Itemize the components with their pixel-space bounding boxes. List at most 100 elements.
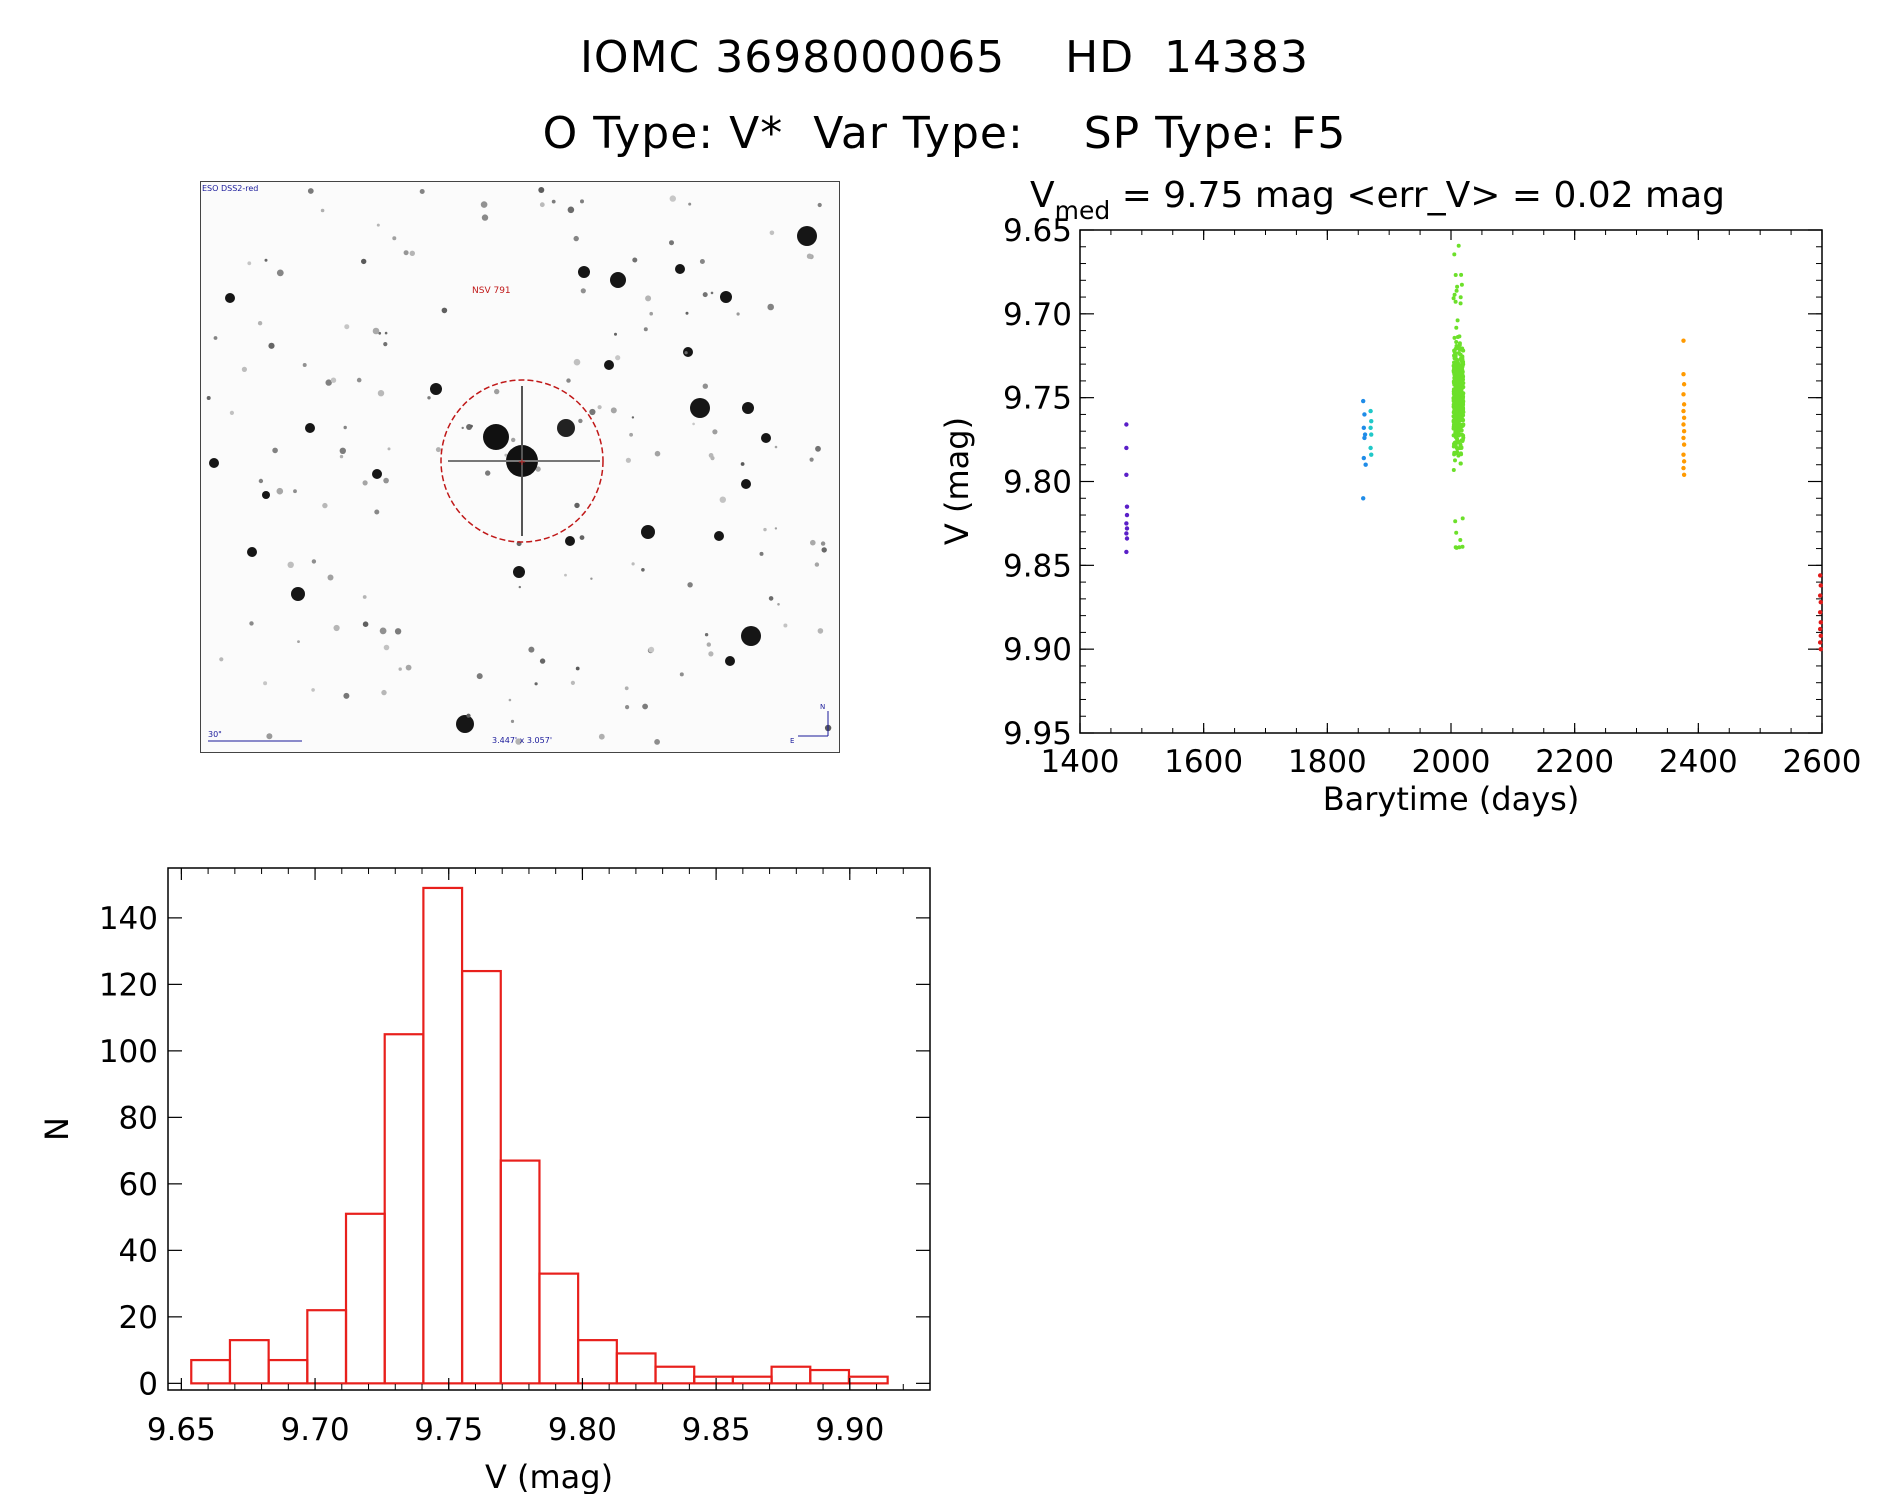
data-point [1124,472,1129,477]
star [378,331,382,335]
star [692,422,695,426]
star [476,673,483,680]
star [645,295,652,302]
data-point [1362,432,1368,437]
data-point [1454,340,1459,344]
star [249,621,254,626]
data-point [1457,383,1462,388]
x-tick-label: 2000 [1412,744,1491,780]
data-point [1368,445,1373,451]
sky-image-frame [200,181,840,753]
star [535,466,541,472]
data-point [1362,412,1367,417]
sky-image-panel: + ESO DSS2-red NSV 791 30" 3.447' x 3.05… [200,181,840,753]
data-point [1369,452,1374,457]
data-point [1681,435,1686,441]
star [699,259,705,264]
data-point [1459,282,1464,287]
star [814,562,820,567]
data-point [1453,519,1458,524]
data-point [1124,549,1129,555]
data-point [1454,288,1459,293]
lightcurve-points [1124,243,1823,652]
star [710,456,715,461]
histogram-bar [654,1365,696,1385]
data-point [1681,392,1686,397]
star [435,447,441,453]
star [480,201,488,208]
data-point [1124,445,1129,451]
data-point [1818,583,1823,588]
star [419,189,425,194]
histogram-bar [460,969,502,1385]
fov-label: 3.447' x 3.057' [492,736,552,745]
star [579,535,585,540]
star [669,195,676,202]
star [610,407,617,414]
data-point [1460,372,1465,377]
star [625,705,630,710]
histogram-bar [306,1309,348,1385]
star [817,202,822,208]
data-point [1124,422,1129,427]
data-point [1457,545,1462,550]
star [374,509,380,515]
data-point [1681,422,1686,427]
star [291,587,305,601]
star [629,432,633,437]
data-point [1452,355,1457,360]
star [405,664,412,671]
star [590,577,593,580]
star [736,312,740,316]
data-point [1457,371,1462,376]
target-star [448,386,600,536]
star [229,410,234,415]
data-point [1681,402,1687,407]
star [688,202,692,206]
star [565,536,575,546]
data-point [1451,397,1456,402]
star [511,437,516,443]
star [539,658,546,664]
data-point [1124,536,1130,541]
star [820,541,826,546]
star [430,383,442,395]
data-point [1818,620,1823,625]
data-point [1455,390,1460,395]
star [685,311,689,315]
star [330,377,337,383]
star [578,418,583,424]
star [266,733,273,740]
star [247,261,252,266]
y-tick-label: 80 [119,1100,158,1136]
histogram-bar [693,1375,734,1385]
data-point [1453,299,1458,304]
x-tick-label: 9.85 [682,1412,751,1448]
y-tick-label: 9.70 [1003,297,1072,333]
data-point [1451,296,1456,301]
star [683,347,693,357]
star [624,686,629,691]
data-point [1458,461,1463,466]
star [333,624,340,632]
data-point [1461,402,1466,407]
star [777,603,780,606]
star [702,292,708,298]
data-point [1451,444,1456,449]
star [604,360,614,370]
star [767,303,774,311]
data-point [1458,295,1463,300]
star [720,291,732,303]
histogram-bar [538,1272,580,1385]
light-curve-chart: Vmed = 9.75 mag <err_V> = 0.02 mag 1400 1… [938,175,1861,818]
data-point [1456,453,1461,458]
data-point [1459,406,1464,411]
data-point [1681,415,1687,420]
data-point [1817,626,1823,632]
star [362,595,367,599]
star [247,547,257,557]
data-point [1457,413,1462,418]
data-point [1455,398,1460,403]
star [513,566,525,578]
histogram-bar [731,1375,773,1385]
